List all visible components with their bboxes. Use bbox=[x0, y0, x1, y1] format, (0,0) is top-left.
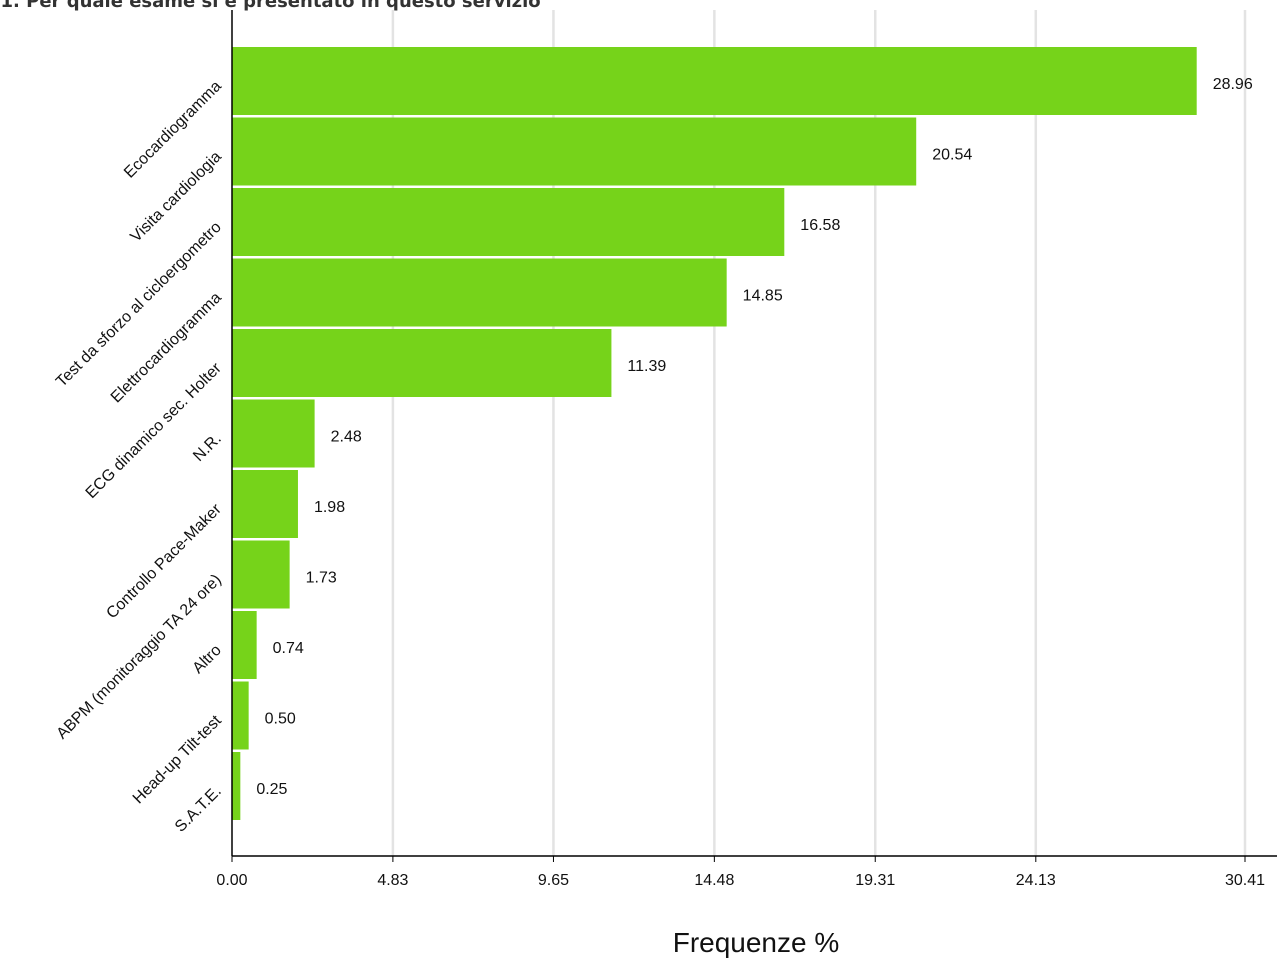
bar-value-label: 1.98 bbox=[314, 499, 345, 516]
bar bbox=[232, 258, 727, 327]
bar-value-label: 28.96 bbox=[1213, 76, 1253, 93]
value-labels: 28.96 20.54 16.58 14.85 11.39 2.48 1.98 1.73 0.7… bbox=[256, 76, 1253, 798]
x-tick-label: 19.31 bbox=[855, 872, 895, 889]
bars bbox=[232, 47, 1197, 820]
axes bbox=[231, 10, 1277, 857]
x-tick-label: 14.48 bbox=[694, 872, 734, 889]
x-tick-label: 0.00 bbox=[216, 872, 247, 889]
bar bbox=[232, 399, 315, 468]
bar-value-label: 20.54 bbox=[932, 147, 972, 164]
bar-value-label: 11.39 bbox=[627, 358, 666, 375]
x-ticks: 0.00 4.83 9.65 14.48 19.31 24.13 30.41 bbox=[216, 856, 1265, 889]
bar-value-label: 0.74 bbox=[273, 640, 304, 657]
bar bbox=[232, 470, 298, 538]
bar-value-label: 2.48 bbox=[331, 429, 362, 446]
bar bbox=[232, 752, 241, 820]
bar bbox=[232, 188, 785, 256]
bar-value-label: 16.58 bbox=[800, 217, 840, 234]
page-title: 11. Per quale esame si è presentato in q… bbox=[0, 0, 541, 12]
bar-value-label: 1.73 bbox=[306, 570, 337, 587]
bar bbox=[232, 47, 1197, 115]
bar-value-label: 0.50 bbox=[265, 711, 296, 728]
x-tick-label: 30.41 bbox=[1225, 872, 1265, 889]
category-label: S.A.T.E. bbox=[172, 783, 225, 836]
gridlines bbox=[391, 10, 1247, 856]
category-label: Altro bbox=[190, 642, 225, 677]
x-tick-label: 4.83 bbox=[377, 872, 408, 889]
category-label: N.R. bbox=[190, 430, 225, 465]
bar-value-label: 0.25 bbox=[256, 781, 287, 798]
category-label: ECG dinamico sec. Holter bbox=[83, 359, 226, 502]
x-tick-label: 9.65 bbox=[538, 872, 569, 889]
bar-value-label: 14.85 bbox=[743, 288, 783, 305]
bar bbox=[232, 117, 917, 186]
x-axis-title: Frequenze % bbox=[673, 927, 840, 958]
bar bbox=[232, 681, 249, 750]
bar bbox=[232, 611, 257, 679]
bar bbox=[232, 540, 290, 609]
category-label: Controllo Pace-Maker bbox=[103, 500, 225, 622]
bar bbox=[232, 329, 612, 397]
x-tick-label: 24.13 bbox=[1016, 872, 1056, 889]
